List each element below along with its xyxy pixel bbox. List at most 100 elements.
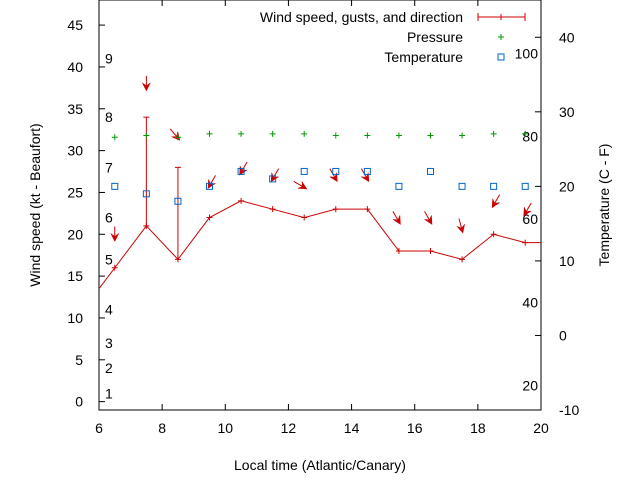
x-tick-label: 10: [217, 420, 233, 436]
wind-speed-point: [111, 264, 118, 271]
pressure-point: [206, 130, 213, 137]
wind-direction-arrow: [169, 128, 181, 141]
pressure-point: [269, 130, 276, 137]
wind-speed-point: [490, 231, 497, 238]
y-tick-label: 30: [67, 143, 83, 159]
y2-tick-label: 10: [559, 253, 575, 269]
arrow-head: [110, 233, 120, 243]
legend-label: Temperature: [384, 49, 463, 65]
x-tick-label: 16: [407, 420, 423, 436]
beaufort-label: 2: [105, 360, 113, 376]
wind-speed-point: [522, 239, 529, 246]
wind-direction-arrow: [293, 180, 308, 190]
beaufort-label: 8: [105, 109, 113, 125]
beaufort-label: 4: [105, 302, 113, 318]
temperature-point: [269, 175, 277, 183]
temperature-point: [111, 182, 119, 190]
wind-direction-arrow: [523, 202, 532, 217]
wind-speed-point: [459, 256, 466, 263]
temperature-point: [395, 182, 403, 190]
arrow-head: [329, 172, 338, 183]
wind-speed-point: [206, 214, 213, 221]
wind-speed-point: [238, 197, 245, 204]
wind-speed-point: [332, 206, 339, 213]
arrow-head: [361, 172, 370, 183]
legend-pressure-marker: [498, 34, 504, 40]
temperature-point: [332, 167, 340, 175]
y-tick-label: 20: [67, 226, 83, 242]
wind-direction-arrow: [110, 226, 120, 243]
beaufort-label: 3: [105, 335, 113, 351]
marks-group: [98, 75, 541, 289]
y-tick-label: 5: [75, 352, 83, 368]
wind-direction-arrow: [491, 194, 501, 209]
x-tick-label: 12: [281, 420, 297, 436]
temperature-point: [142, 190, 150, 198]
y-tick-label: 45: [67, 17, 83, 33]
arrow-head: [424, 215, 433, 225]
wind-speed-point: [301, 214, 308, 221]
fahrenheit-label: 80: [522, 128, 538, 144]
pressure-point: [427, 132, 434, 139]
pressure-point: [332, 132, 339, 139]
wind-speed-point: [174, 256, 181, 263]
pressure-point: [395, 132, 402, 139]
arrow-head: [523, 206, 532, 217]
temperature-point: [237, 167, 245, 175]
temperature-point: [363, 167, 371, 175]
x-tick-label: 6: [95, 420, 103, 436]
x-tick-label: 18: [470, 420, 486, 436]
arrow-head: [392, 215, 401, 225]
temperature-point: [490, 182, 498, 190]
pressure-point: [174, 134, 181, 141]
x-tick-label: 8: [158, 420, 166, 436]
y2-tick-label: -10: [559, 402, 579, 418]
x-tick-label: 14: [344, 420, 360, 436]
fahrenheit-label: 40: [522, 295, 538, 311]
wind-direction-arrow: [207, 175, 216, 189]
arrow-head: [456, 224, 465, 234]
y2-axis-title: Temperature (C - F): [596, 144, 612, 267]
temperature-point: [206, 182, 213, 190]
fahrenheit-label: 20: [522, 377, 538, 393]
legend-temperature-marker: [497, 53, 505, 61]
beaufort-label: 5: [105, 251, 113, 267]
pressure-point: [459, 132, 466, 139]
wind-direction-arrow: [392, 211, 401, 225]
temperature-point: [458, 182, 466, 190]
fahrenheit-label: 60: [522, 211, 538, 227]
x-axis-title: Local time (Atlantic/Canary): [234, 457, 406, 473]
wind-direction-arrow: [424, 211, 433, 225]
tick-group: [98, 0, 542, 411]
legend-wind-marker: [498, 14, 504, 20]
arrow-head: [491, 198, 500, 209]
wind-direction-arrow: [142, 75, 151, 92]
pressure-point: [490, 130, 497, 137]
wind-speed-point: [427, 248, 434, 255]
wind-direction-arrow: [456, 218, 465, 234]
legend-label: Pressure: [407, 29, 463, 45]
pressure-point: [238, 130, 245, 137]
y-tick-label: 25: [67, 184, 83, 200]
x-tick-label: 20: [533, 420, 549, 436]
arrow-head: [297, 181, 308, 190]
beaufort-label: 9: [105, 51, 113, 67]
beaufort-label: 1: [105, 385, 113, 401]
legend: Wind speed, gusts, and direction Pressure…: [260, 9, 526, 65]
temperature-point: [521, 182, 529, 190]
wind-speed-point: [143, 222, 150, 229]
pressure-point: [143, 132, 150, 139]
arrow-head: [207, 179, 216, 189]
label-group: 6 8 10 12 14 16 18 20051015202530354045-1001020…: [27, 17, 612, 473]
beaufort-label: 6: [105, 210, 113, 226]
wind-speed-point: [395, 248, 402, 255]
y2-tick-label: 40: [559, 29, 575, 45]
temperature-point: [174, 197, 182, 205]
arrow-head: [142, 82, 151, 92]
wind-speed-point: [269, 206, 276, 213]
y-axis-title: Wind speed (kt - Beaufort): [27, 123, 43, 286]
y-tick-label: 35: [67, 101, 83, 117]
pressure-point: [364, 132, 371, 139]
y-tick-label: 40: [67, 59, 83, 75]
